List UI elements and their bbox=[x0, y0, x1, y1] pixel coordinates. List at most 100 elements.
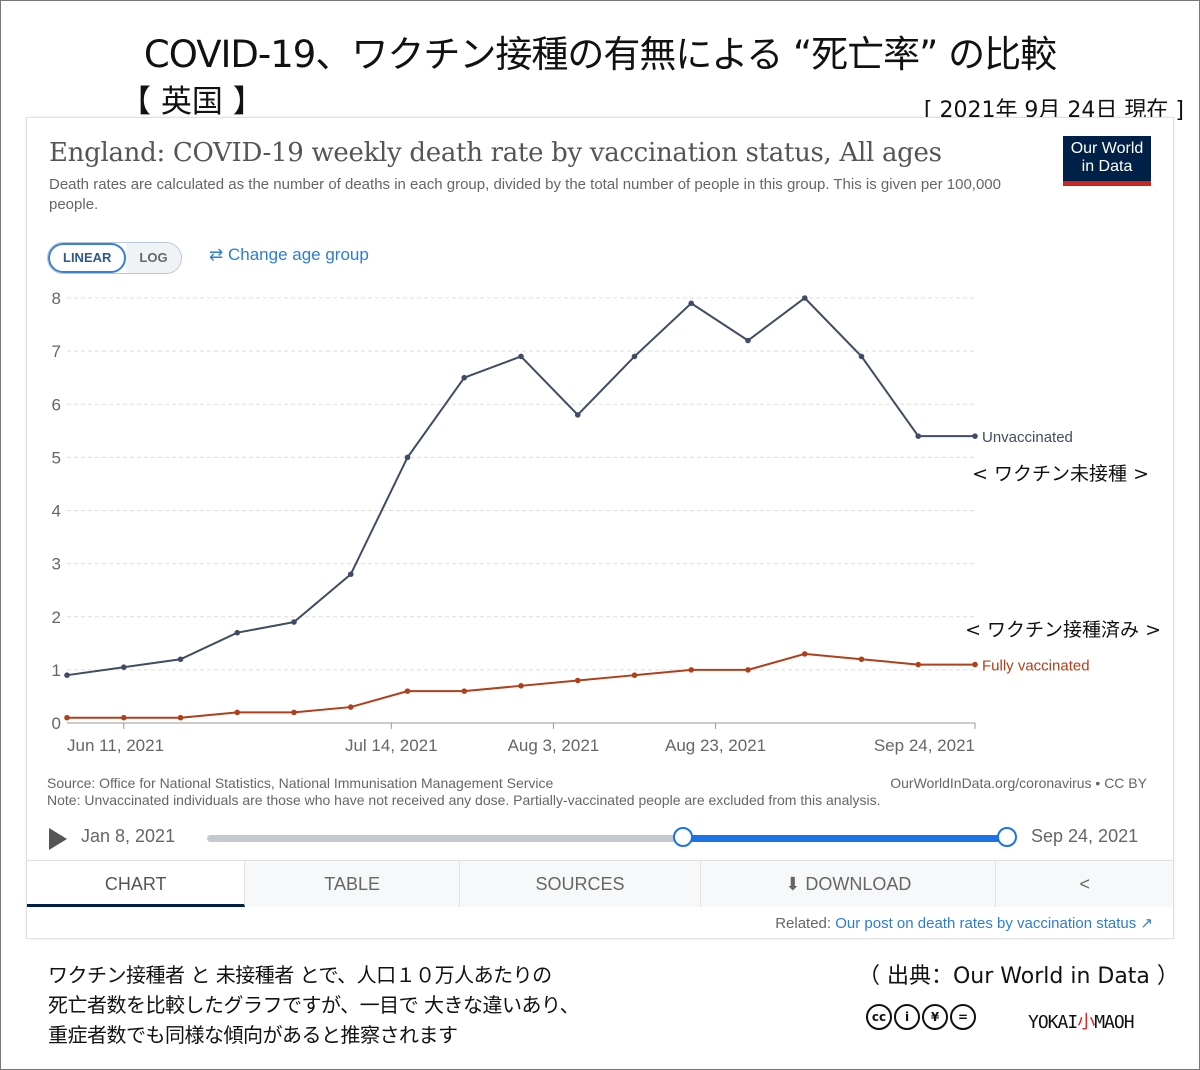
data-point bbox=[461, 374, 468, 381]
data-point bbox=[858, 353, 865, 360]
play-icon[interactable] bbox=[49, 828, 67, 850]
x-tick-label: Jul 14, 2021 bbox=[345, 736, 438, 755]
tab-download-label: DOWNLOAD bbox=[805, 874, 912, 894]
linear-button[interactable]: LINEAR bbox=[48, 243, 127, 273]
footer-note-line3: 重症者数でも同様な傾向があると推察されます bbox=[48, 1023, 458, 1047]
note-text: Note: Unvaccinated individuals are those… bbox=[47, 792, 881, 808]
data-point bbox=[745, 667, 751, 673]
y-tick-label: 3 bbox=[52, 555, 61, 574]
tab-share[interactable]: < bbox=[996, 861, 1173, 907]
footer-note: ワクチン接種者 と 未接種者 とで、人口１０万人あたりの 死亡者数を比較したグラ… bbox=[48, 960, 580, 1050]
data-point bbox=[461, 688, 468, 694]
chart-subtitle: Death rates are calculated as the number… bbox=[49, 176, 1001, 213]
timeline-end-label: Sep 24, 2021 bbox=[1031, 826, 1139, 846]
owid-logo[interactable]: Our World in Data bbox=[1063, 136, 1151, 186]
related-link: Related: Our post on death rates by vacc… bbox=[775, 914, 1153, 932]
data-point bbox=[177, 656, 184, 663]
vaccinated-annotation: < ワクチン接種済み > bbox=[965, 619, 1161, 641]
data-point bbox=[120, 714, 127, 721]
tab-bar: CHART TABLE SOURCES ⬇ DOWNLOAD < bbox=[27, 860, 1173, 907]
line-chart: 0 1 2 3 4 5 6 7 8 Jun 11, 2021 Jul 14, 2021 Aug 3, … bbox=[52, 289, 1161, 755]
data-point bbox=[518, 353, 524, 360]
data-point bbox=[688, 300, 695, 307]
tab-download[interactable]: ⬇ DOWNLOAD bbox=[701, 861, 997, 907]
timeline-end-handle[interactable] bbox=[997, 827, 1017, 847]
nd-icon: = bbox=[950, 1004, 976, 1030]
data-point bbox=[972, 661, 978, 668]
country-label: 【 英国 】 bbox=[120, 84, 264, 120]
tab-sources[interactable]: SOURCES bbox=[459, 861, 702, 907]
timeline: Jan 8, 2021 Sep 24, 2021 bbox=[47, 818, 1157, 858]
y-tick-label: 5 bbox=[52, 448, 61, 467]
data-point bbox=[574, 412, 581, 418]
by-icon: i bbox=[894, 1004, 920, 1030]
y-tick-label: 1 bbox=[52, 661, 61, 680]
data-point bbox=[631, 672, 638, 678]
series-label: Fully vaccinated bbox=[982, 658, 1090, 675]
data-point bbox=[972, 433, 978, 439]
data-point bbox=[631, 353, 638, 360]
logo-line1: Our World bbox=[1070, 140, 1144, 157]
data-point bbox=[291, 619, 297, 625]
related-post-link[interactable]: Our post on death rates by vaccination s… bbox=[835, 915, 1137, 932]
author-brand: YOKAI小MAOH bbox=[1028, 1008, 1135, 1034]
data-point bbox=[801, 295, 808, 301]
data-point bbox=[64, 714, 70, 721]
chart-title: England: COVID-19 weekly death rate by v… bbox=[49, 138, 942, 168]
x-tick-label: Aug 23, 2021 bbox=[665, 736, 766, 755]
scale-toggle: LINEAR LOG bbox=[47, 242, 182, 274]
brand-part-c: MAOH bbox=[1094, 1012, 1134, 1033]
data-point bbox=[518, 683, 524, 689]
footer-source: （ 出典：Our World in Data ） bbox=[858, 964, 1179, 989]
timeline-track[interactable] bbox=[207, 827, 1017, 847]
y-tick-label: 2 bbox=[52, 608, 61, 627]
nc-icon: ¥ bbox=[922, 1004, 948, 1030]
data-point bbox=[915, 661, 922, 668]
related-prefix: Related: bbox=[775, 915, 832, 932]
data-point bbox=[120, 664, 127, 671]
data-point bbox=[404, 688, 411, 694]
y-tick-label: 4 bbox=[52, 502, 61, 521]
logo-line2: in Data bbox=[1081, 158, 1133, 175]
timeline-start-handle[interactable] bbox=[673, 827, 693, 847]
data-point bbox=[915, 433, 922, 439]
data-point bbox=[801, 651, 808, 657]
y-tick-label: 6 bbox=[52, 395, 61, 414]
series-label: Unvaccinated bbox=[982, 429, 1073, 446]
data-point bbox=[745, 337, 751, 344]
log-button[interactable]: LOG bbox=[126, 243, 181, 273]
data-point bbox=[347, 704, 354, 710]
cc-license-badge: cc i ¥ = bbox=[866, 1004, 976, 1030]
brand-part-a: YOKAI bbox=[1028, 1012, 1078, 1033]
change-age-group-link[interactable]: ⇄ Change age group bbox=[209, 245, 369, 264]
data-point bbox=[688, 667, 695, 673]
y-tick-label: 8 bbox=[52, 289, 61, 308]
x-tick-label: Aug 3, 2021 bbox=[508, 736, 600, 755]
data-point bbox=[177, 714, 184, 721]
data-point bbox=[234, 629, 241, 636]
share-icon: < bbox=[1079, 874, 1090, 894]
owid-chart-card: England: COVID-19 weekly death rate by v… bbox=[26, 117, 1174, 939]
footer-note-line2: 死亡者数を比較したグラフですが、一目で 大きな違いあり、 bbox=[48, 993, 580, 1017]
tab-chart[interactable]: CHART bbox=[27, 861, 246, 907]
tab-table[interactable]: TABLE bbox=[245, 861, 460, 907]
y-tick-label: 7 bbox=[52, 342, 61, 361]
data-point bbox=[574, 677, 581, 684]
brand-part-b: 小 bbox=[1077, 1012, 1095, 1033]
cc-icon: cc bbox=[866, 1004, 892, 1030]
data-point bbox=[404, 454, 411, 461]
download-icon: ⬇ bbox=[785, 874, 806, 894]
external-link-icon: ↗ bbox=[1140, 915, 1153, 932]
y-tick-label: 0 bbox=[52, 714, 61, 733]
page-title: COVID-19、ワクチン接種の有無による “死亡率” の比較 bbox=[143, 33, 1057, 76]
data-point bbox=[858, 656, 865, 663]
x-tick-label: Sep 24, 2021 bbox=[874, 736, 975, 755]
timeline-selected-range bbox=[683, 835, 1008, 842]
unvaccinated-annotation: < ワクチン未接種 > bbox=[972, 463, 1149, 485]
owid-link[interactable]: OurWorldInData.org/coronavirus • CC BY bbox=[890, 775, 1147, 791]
data-point bbox=[64, 672, 70, 678]
timeline-start-label: Jan 8, 2021 bbox=[81, 826, 176, 846]
data-point bbox=[291, 709, 297, 716]
x-tick-label: Jun 11, 2021 bbox=[67, 736, 164, 755]
source-notes: Source: Office for National Statistics, … bbox=[47, 775, 1147, 809]
